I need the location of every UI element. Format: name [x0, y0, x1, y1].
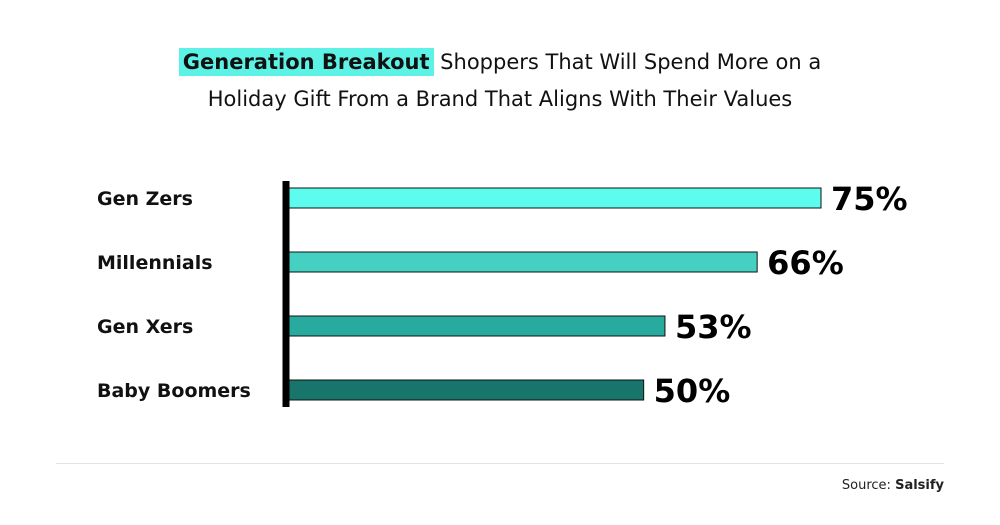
title-highlight: Generation Breakout [178, 48, 434, 76]
source-prefix: Source: [841, 478, 896, 493]
value-label: 66% [767, 244, 844, 282]
source-name: Salsify [895, 478, 944, 493]
category-label: Gen Zers [97, 188, 193, 210]
chart-title: Generation Breakout Shoppers That Will S… [0, 44, 1000, 118]
value-label: 75% [831, 180, 908, 218]
title-line-2: Holiday Gift From a Brand That Aligns Wi… [207, 87, 793, 111]
bar [288, 251, 758, 273]
category-label: Millennials [97, 252, 213, 274]
title-line-1: Generation Breakout Shoppers That Will S… [0, 44, 1000, 81]
title-line-1-text: Shoppers That Will Spend More on a [433, 50, 822, 74]
bar [288, 315, 666, 337]
value-label: 53% [675, 308, 752, 346]
source-credit: Source: Salsify [842, 478, 944, 493]
category-label: Gen Xers [97, 316, 193, 338]
bar [288, 379, 645, 401]
footer-divider [56, 463, 944, 464]
bar [288, 187, 822, 209]
category-label: Baby Boomers [97, 380, 251, 402]
value-label: 50% [654, 372, 731, 410]
